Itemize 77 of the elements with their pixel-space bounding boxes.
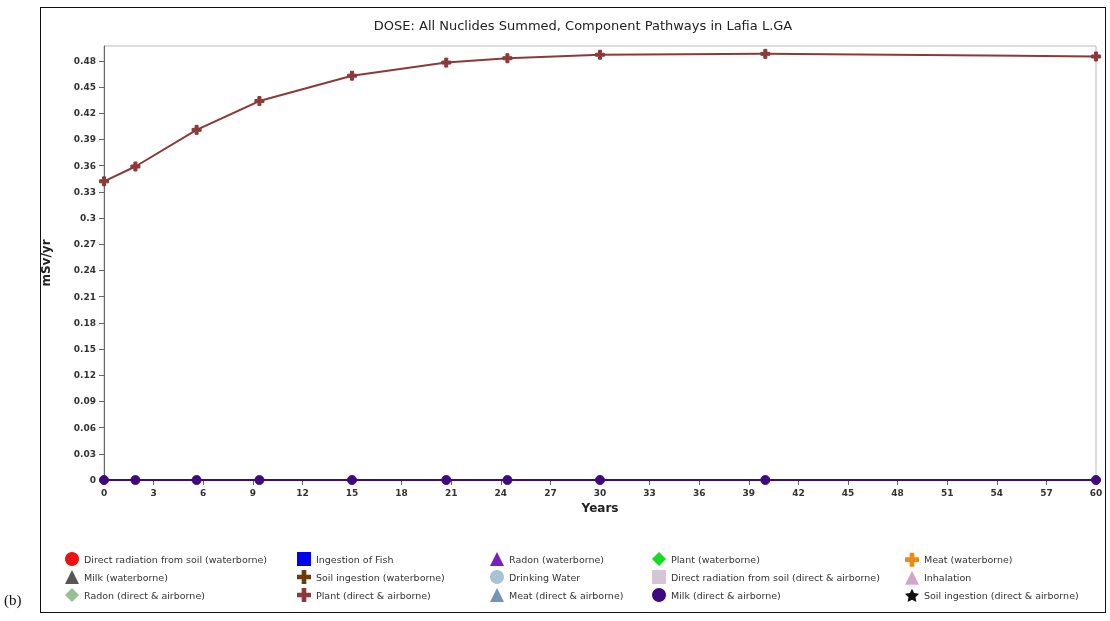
chart-title: DOSE: All Nuclides Summed, Component Pathways in Lafia L.GA [373, 18, 793, 33]
point [130, 475, 141, 485]
point [760, 475, 771, 485]
point [595, 49, 605, 60]
point [254, 96, 265, 107]
legend-label: Milk (direct & airborne) [671, 589, 781, 601]
y-tick-label: 0.42 [73, 108, 96, 119]
x-axis-title: Years [580, 501, 619, 515]
point [1091, 51, 1101, 62]
point [99, 176, 109, 187]
x-tick-label: 51 [940, 487, 954, 498]
point [347, 475, 357, 485]
y-tick-label: 0.06 [73, 422, 96, 433]
y-tick-label: 0.3 [80, 213, 96, 224]
y-tick-label: 0 [89, 475, 96, 485]
point [99, 475, 109, 485]
point [595, 475, 605, 485]
legend-label: Meat (waterborne) [924, 554, 1013, 566]
legend-label: Radon (direct & airborne) [84, 589, 205, 601]
y-axis-title: mSv/yr [39, 239, 53, 287]
point [254, 475, 265, 485]
x-tick-label: 27 [544, 487, 557, 498]
legend-label: Milk (waterborne) [84, 571, 168, 583]
x-tick-label: 33 [643, 487, 656, 498]
point [191, 124, 202, 135]
point [191, 475, 202, 485]
point [441, 475, 452, 485]
point [760, 48, 771, 59]
y-tick-label: 0.33 [73, 186, 96, 197]
x-tick-label: 24 [494, 487, 508, 498]
point [502, 53, 513, 64]
x-tick-label: 60 [1089, 487, 1103, 498]
x-tick-label: 12 [296, 487, 309, 498]
y-tick-label: 0.45 [73, 82, 96, 93]
y-tick-label: 0.21 [73, 291, 96, 302]
legend-label: Radon (waterborne) [509, 553, 605, 565]
y-tick-label: 0.12 [73, 370, 96, 381]
point [1091, 475, 1101, 485]
x-tick-label: 15 [345, 487, 359, 498]
x-tick-label: 36 [692, 487, 706, 498]
point [441, 57, 452, 68]
y-tick-label: 0.15 [73, 344, 96, 355]
x-tick-label: 9 [249, 487, 256, 498]
y-tick-label: 0.24 [73, 265, 96, 276]
x-tick-label: 3 [150, 487, 157, 498]
x-tick-label: 42 [792, 487, 805, 498]
x-tick-label: 57 [1040, 487, 1053, 498]
point [130, 161, 141, 172]
x-tick-label: 48 [891, 487, 904, 498]
legend-label: Direct radiation from soil (direct & airborne) [671, 571, 880, 583]
x-tick-label: 0 [100, 487, 108, 498]
y-tick-label: 0.03 [73, 448, 96, 459]
y-tick-label: 0.36 [73, 160, 96, 171]
legend-label: Plant (waterborne) [671, 553, 760, 565]
legend-label: Drinking Water [509, 571, 581, 583]
legend-label: Meat (direct & airborne) [509, 589, 624, 601]
point [502, 475, 513, 485]
legend-label: Ingestion of Fish [316, 553, 394, 565]
y-tick-label: 0.39 [73, 134, 96, 145]
x-tick-label: 39 [742, 487, 756, 498]
x-tick-label: 18 [395, 487, 408, 498]
text: (b) [4, 592, 22, 609]
legend-label: Direct radiation from soil (waterborne) [84, 553, 268, 565]
legend-label: Inhalation [924, 572, 972, 584]
y-tick-label: 0.09 [73, 396, 96, 407]
legend-label: Soil ingestion (direct & airborne) [924, 589, 1079, 601]
legend-label: Plant (direct & airborne) [316, 589, 431, 601]
y-tick-label: 0.18 [73, 317, 96, 328]
x-tick-label: 54 [990, 487, 1004, 498]
legend-label: Soil ingestion (waterborne) [316, 571, 445, 583]
x-tick-label: 45 [841, 487, 855, 498]
x-tick-label: 30 [593, 487, 607, 498]
point [347, 70, 357, 81]
y-tick-label: 0.48 [73, 55, 96, 66]
y-tick-label: 0.27 [73, 239, 96, 250]
x-tick-label: 21 [444, 487, 458, 498]
x-tick-label: 6 [200, 487, 207, 498]
